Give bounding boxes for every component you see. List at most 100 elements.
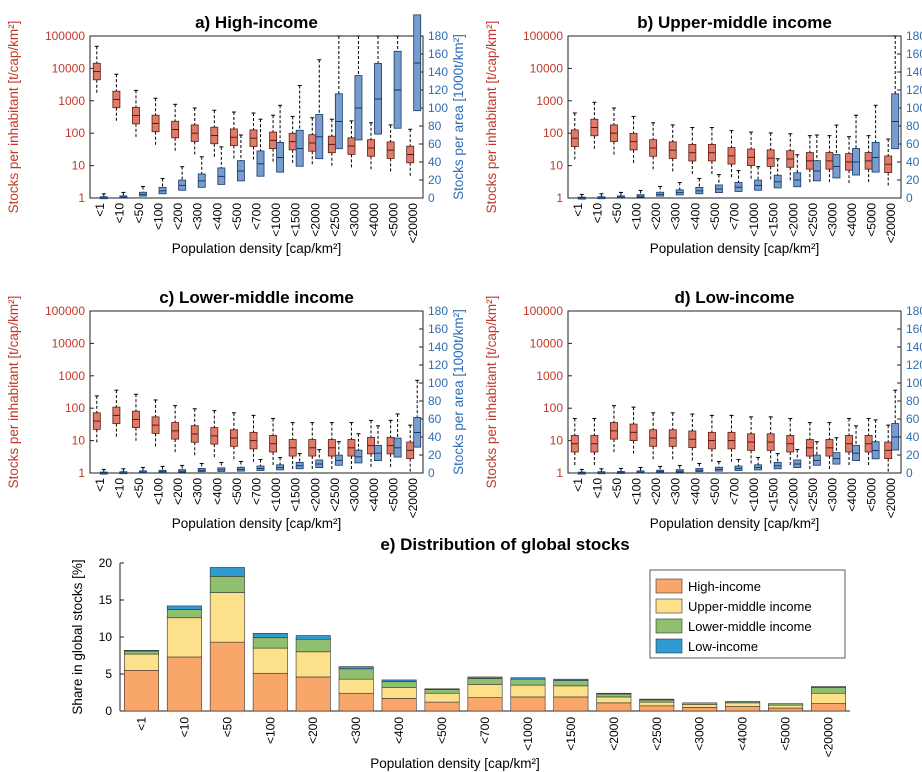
right-tick-label: 160 [428, 47, 448, 61]
left-tick-label: 100000 [45, 29, 85, 43]
bar-segment [123, 650, 159, 652]
left-tick-label: 1000 [536, 94, 563, 108]
bar-segment [252, 637, 288, 649]
panel-title: b) Upper-middle income [637, 13, 832, 32]
stacked-bar-panel: e) Distribution of global stocks 0 5 10 15 20… [70, 535, 850, 771]
category-label: <700 [250, 203, 264, 230]
legend-label: High-income [688, 579, 761, 594]
category-label: <10 [590, 478, 604, 499]
legend-label: Low-income [688, 639, 758, 654]
category-label: <4000 [367, 478, 381, 512]
category-label: <2000 [308, 478, 322, 512]
bar-segment [553, 696, 589, 712]
bar-segment [252, 632, 288, 639]
left-tick-label: 1000 [58, 94, 85, 108]
category-label: <4000 [367, 203, 381, 237]
right-tick-label: 20 [906, 173, 920, 187]
right-tick-label: 20 [428, 173, 442, 187]
right-tick-label: 160 [906, 47, 922, 61]
category-label: <400 [688, 203, 702, 230]
category-label: <4000 [845, 203, 859, 237]
category-label: <10 [112, 203, 126, 224]
legend-swatch [655, 618, 683, 634]
left-tick-label: 10 [72, 434, 86, 448]
category-label: <1 [93, 478, 107, 492]
bar-segment [123, 650, 159, 655]
bar-y-axis-label: Share in global stocks [%] [70, 559, 85, 714]
right-tick-label: 0 [428, 191, 435, 205]
category-label: <20000 [884, 478, 898, 519]
bar-segment [639, 701, 675, 707]
category-label: <1000 [747, 478, 761, 512]
bar-segment [295, 676, 331, 712]
bar-segment [166, 609, 202, 619]
category-label: <1000 [747, 203, 761, 237]
bar-segment [424, 688, 460, 690]
category-label: <200 [171, 203, 185, 230]
bar-segment [295, 638, 331, 653]
bar-y-tick-label: 10 [99, 630, 113, 644]
category-label: <100 [152, 478, 166, 505]
bar-category-label: <50 [220, 717, 234, 738]
bar-y-tick-label: 15 [99, 593, 113, 607]
right-tick-label: 120 [428, 358, 448, 372]
right-tick-label: 60 [906, 412, 920, 426]
right-tick-label: 140 [428, 65, 448, 79]
category-label: <1000 [269, 478, 283, 512]
bar-segment [338, 666, 374, 670]
category-label: <1500 [289, 478, 303, 512]
category-label: <1 [93, 203, 107, 217]
bar-title: e) Distribution of global stocks [380, 535, 629, 554]
panel-title: c) Lower-middle income [159, 288, 354, 307]
bar-segment [510, 677, 546, 680]
bar-category-label: <1000 [521, 717, 535, 751]
category-label: <100 [630, 478, 644, 505]
right-tick-label: 60 [906, 137, 920, 151]
left-tick-label: 1 [556, 466, 563, 480]
bar-category-label: <300 [349, 717, 363, 744]
plot-frame [567, 35, 902, 199]
bar-category-label: <10 [177, 717, 191, 738]
category-label: <300 [669, 478, 683, 505]
bar-segment [510, 678, 546, 686]
bar-y-tick-label: 5 [105, 667, 112, 681]
category-label: <10 [112, 478, 126, 499]
category-label: <700 [250, 478, 264, 505]
bar-segment [639, 699, 675, 703]
right-tick-label: 180 [428, 29, 448, 43]
legend-label: Upper-middle income [688, 599, 812, 614]
bar-segment [209, 641, 245, 712]
category-label: <2500 [328, 203, 342, 237]
bar-segment [639, 698, 675, 701]
category-label: <700 [728, 203, 742, 230]
right-tick-label: 40 [428, 155, 442, 169]
box-panels: a) High-income11010010001000010000002040… [6, 13, 922, 531]
bar-segment [467, 678, 503, 685]
right-tick-label: 120 [428, 83, 448, 97]
category-label: <500 [708, 478, 722, 505]
right-tick-label: 0 [906, 466, 913, 480]
left-tick-label: 1000 [536, 369, 563, 383]
right-tick-label: 20 [906, 448, 920, 462]
bar-segment [252, 647, 288, 674]
plot-frame [89, 310, 424, 474]
category-label: <2500 [806, 478, 820, 512]
right-tick-label: 140 [428, 340, 448, 354]
bar-segment [725, 701, 761, 704]
legend-swatch [655, 598, 683, 614]
plot-frame [89, 35, 424, 199]
bar-category-label: <1500 [564, 717, 578, 751]
box-panel-4: d) Low-income 1 10 100 1000 10000 100000 0 20 40 6… [484, 288, 922, 531]
category-label: <50 [132, 478, 146, 499]
left-axis-label: Stocks per inhabitant [t/cap/km²] [6, 21, 21, 214]
category-label: <50 [610, 203, 624, 224]
category-label: <300 [191, 203, 205, 230]
category-label: <300 [191, 478, 205, 505]
category-label: <500 [230, 203, 244, 230]
category-label: <50 [610, 478, 624, 499]
right-tick-label: 160 [428, 322, 448, 336]
bar-segment [424, 692, 460, 703]
bar-segment [510, 684, 546, 698]
left-tick-label: 10000 [530, 336, 564, 350]
